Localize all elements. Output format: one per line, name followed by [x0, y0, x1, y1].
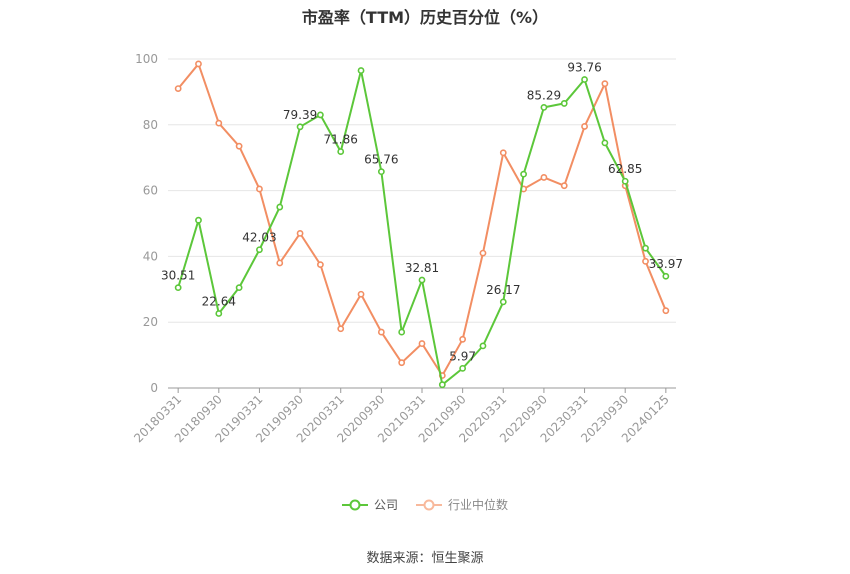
data-label: 85.29	[527, 88, 561, 102]
data-point-company	[195, 216, 202, 224]
data-point-company	[520, 170, 527, 178]
data-label: 32.81	[405, 261, 439, 275]
data-point-industry	[398, 359, 406, 367]
data-point-industry	[418, 340, 426, 347]
data-point-industry	[540, 174, 548, 181]
data-point-industry	[459, 335, 467, 343]
data-point-company	[337, 148, 345, 155]
data-point-company	[662, 272, 670, 280]
data-point-company	[479, 342, 487, 350]
data-point-company	[560, 100, 568, 107]
data-label: 26.17	[486, 283, 520, 297]
y-tick-label: 60	[143, 184, 158, 198]
legend-marker-industry	[416, 499, 442, 510]
data-point-industry	[276, 259, 284, 267]
data-point-company	[642, 244, 649, 252]
data-point-industry	[581, 123, 588, 130]
y-tick-label: 0	[150, 381, 158, 395]
data-point-company	[621, 177, 629, 185]
data-point-company	[377, 168, 385, 176]
y-tick-label: 20	[143, 315, 158, 329]
data-point-industry	[377, 328, 385, 336]
data-label: 79.39	[283, 108, 317, 122]
legend-label-company: 公司	[373, 498, 398, 512]
data-point-industry	[195, 60, 202, 68]
data-point-industry	[499, 149, 507, 157]
data-point-company	[357, 67, 365, 74]
data-point-company	[418, 276, 426, 284]
data-label: 30.51	[161, 269, 195, 283]
data-point-company	[316, 111, 324, 119]
legend-label-industry: 行业中位数	[448, 498, 509, 512]
y-tick-label: 100	[135, 52, 158, 66]
data-point-company	[256, 246, 263, 254]
data-label: 65.76	[364, 153, 398, 167]
data-point-industry	[256, 185, 263, 193]
data-point-industry	[662, 307, 670, 315]
series-line-industry	[177, 62, 667, 377]
data-label: 71.86	[324, 133, 358, 147]
legend-marker-company	[341, 499, 368, 510]
data-point-industry	[357, 290, 365, 298]
data-point-company	[601, 139, 609, 147]
data-point-company	[174, 284, 182, 292]
y-tick-label: 80	[143, 118, 158, 132]
legend-item-company[interactable]: 公司	[341, 496, 398, 513]
data-point-company	[499, 298, 507, 306]
data-point-company	[438, 381, 446, 389]
data-label: 5.97	[449, 349, 476, 363]
data-label: 33.97	[649, 257, 683, 271]
data-point-company	[459, 364, 467, 372]
data-point-industry	[235, 142, 243, 150]
data-label: 22.64	[202, 295, 236, 309]
data-point-company	[398, 328, 406, 336]
data-point-industry	[337, 325, 345, 333]
data-point-industry	[174, 85, 182, 93]
series-line-company	[177, 69, 667, 386]
legend: 公司 行业中位数	[0, 496, 850, 513]
data-label: 62.85	[608, 162, 642, 176]
data-point-industry	[296, 229, 304, 237]
legend-item-industry[interactable]: 行业中位数	[416, 496, 508, 513]
data-label: 93.76	[567, 61, 601, 75]
data-point-industry	[642, 257, 649, 265]
data-point-industry	[215, 119, 223, 127]
data-point-company	[215, 310, 223, 317]
data-source: 数据来源：恒生聚源	[366, 551, 484, 566]
data-point-company	[296, 123, 304, 131]
data-point-industry	[316, 261, 324, 269]
data-point-industry	[560, 182, 568, 190]
data-point-industry	[601, 80, 609, 88]
chart-title: 市盈率（TTM）历史百分位（%）	[301, 8, 549, 27]
data-point-company	[540, 103, 548, 111]
data-point-company	[276, 203, 284, 211]
data-label: 42.03	[242, 231, 276, 245]
data-point-company	[581, 76, 588, 83]
y-tick-label: 40	[143, 249, 158, 263]
data-point-industry	[479, 249, 487, 257]
data-point-company	[235, 284, 243, 292]
